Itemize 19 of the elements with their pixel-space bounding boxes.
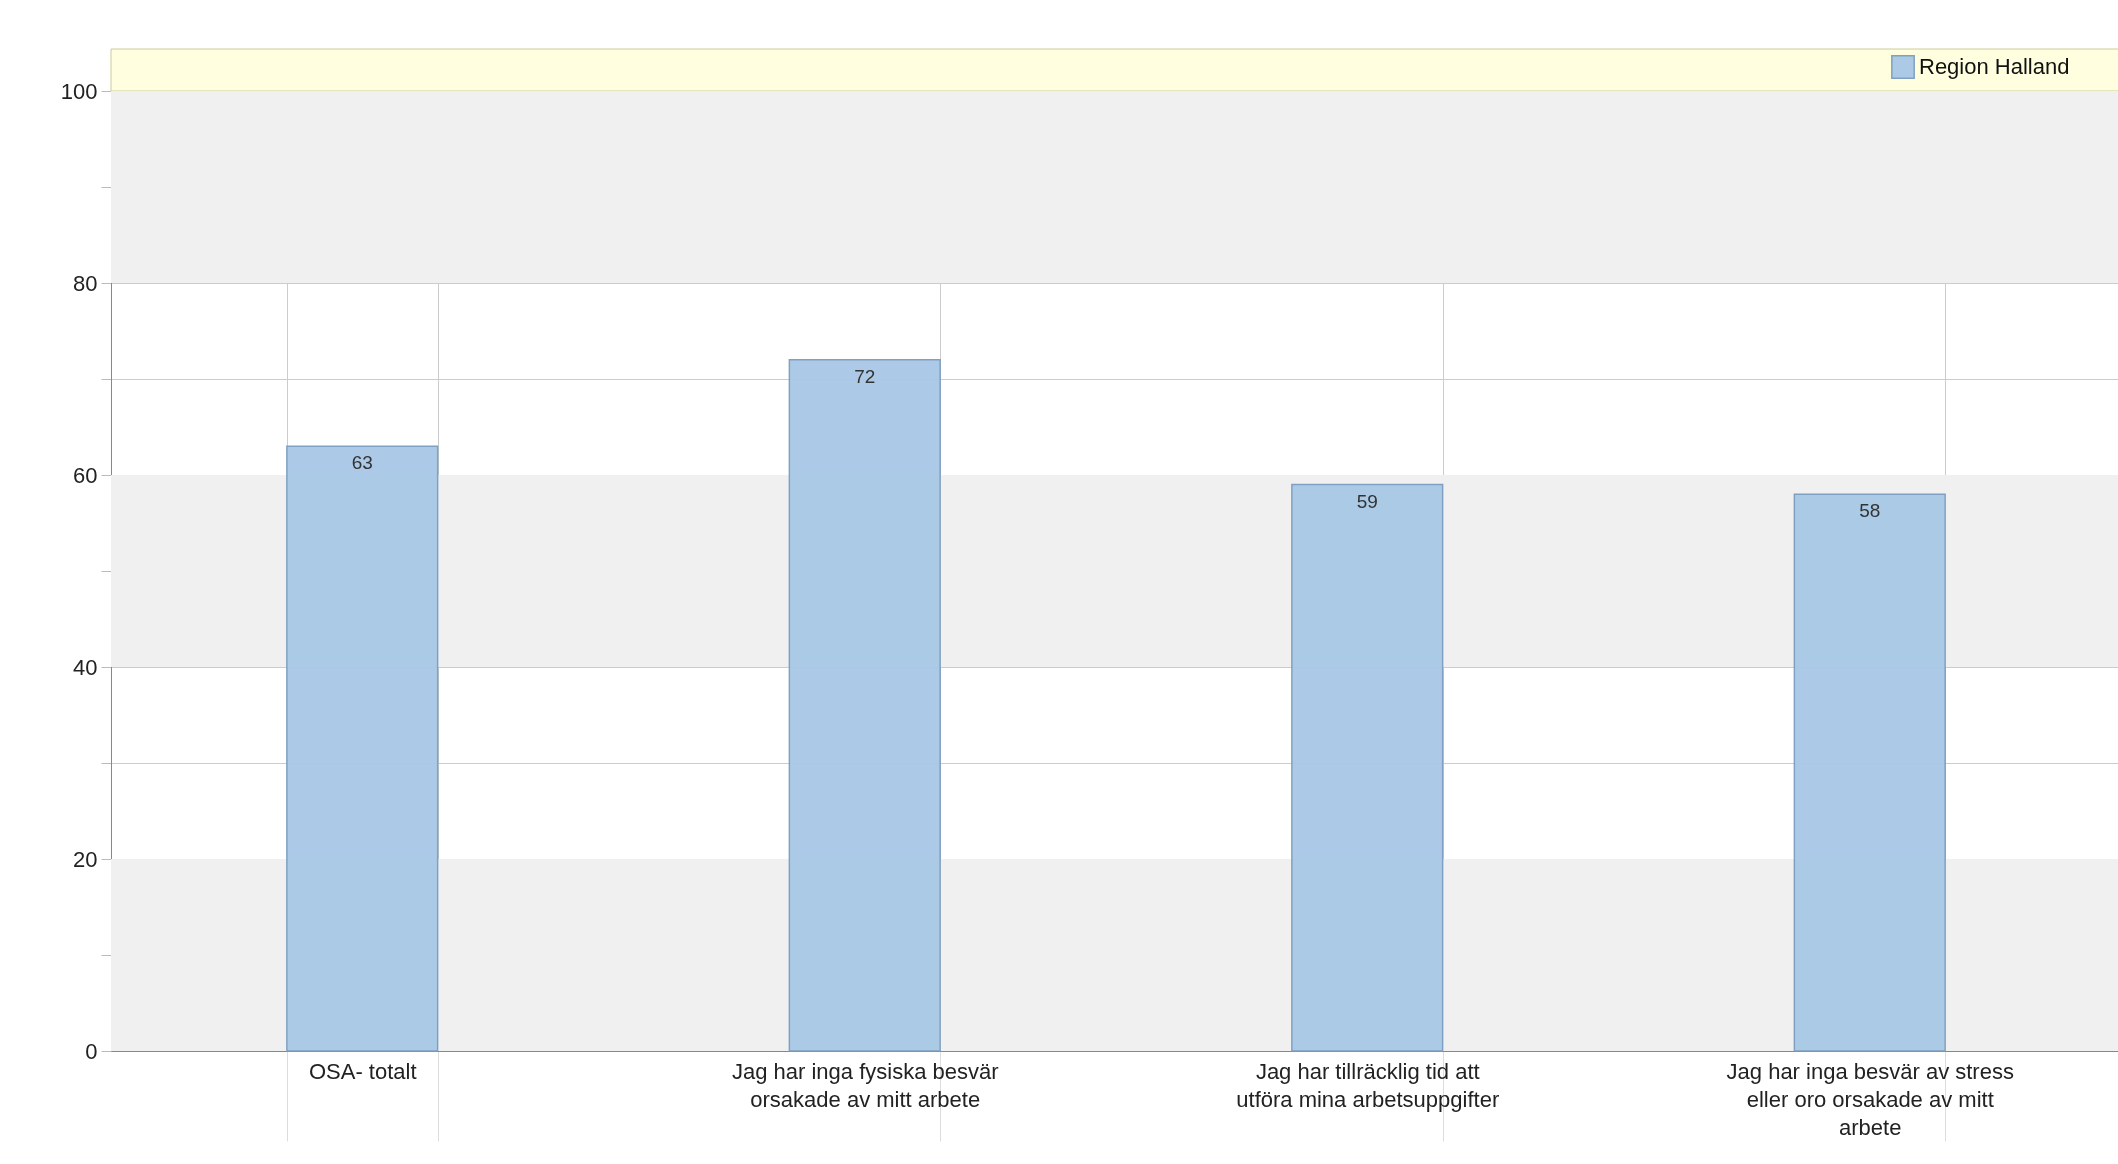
data-label: 58 (1859, 500, 1881, 522)
data-label: 63 (351, 452, 373, 474)
bar (286, 445, 439, 1052)
x-tick-label: Jag har inga besvär av stress eller oro orsakade av mitt arbete (1726, 1058, 2014, 1140)
data-label: 72 (854, 365, 876, 387)
x-tick-label: OSA- totalt (308, 1058, 417, 1084)
bar (788, 359, 941, 1052)
y-tick-label: 100 (60, 78, 98, 104)
y-tick-label: 20 (73, 846, 98, 872)
bar (1793, 493, 1946, 1052)
data-label: 59 (1356, 490, 1378, 512)
x-tick-label: Jag har inga fysiska besvär orsakade av mitt arbete (731, 1058, 999, 1112)
y-tick-label: 0 (85, 1038, 98, 1064)
x-tick-label: Jag har tillräcklig tid att utföra mina arbetsuppgifter (1236, 1058, 1500, 1112)
y-tick-label: 60 (73, 462, 98, 488)
bar (1291, 483, 1444, 1052)
legend-label: Region Halland (1919, 54, 2070, 79)
y-tick-label: 80 (73, 270, 98, 296)
y-tick-label: 40 (73, 654, 98, 680)
